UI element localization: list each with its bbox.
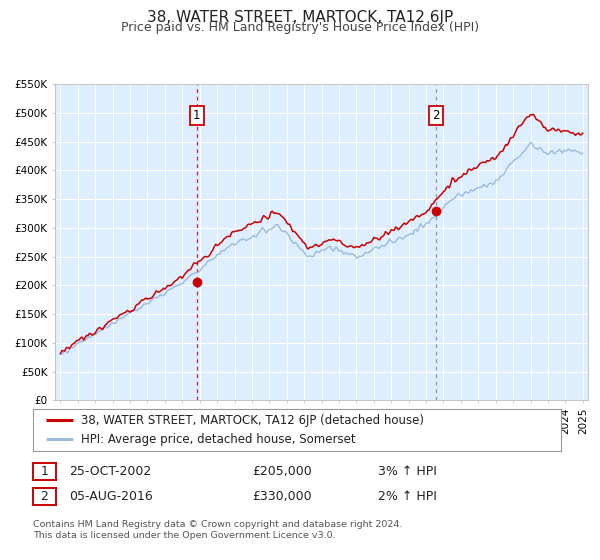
Text: 2: 2 bbox=[433, 109, 440, 122]
Text: 05-AUG-2016: 05-AUG-2016 bbox=[69, 490, 153, 503]
Text: Contains HM Land Registry data © Crown copyright and database right 2024.: Contains HM Land Registry data © Crown c… bbox=[33, 520, 403, 529]
Text: 3% ↑ HPI: 3% ↑ HPI bbox=[378, 465, 437, 478]
Text: Price paid vs. HM Land Registry's House Price Index (HPI): Price paid vs. HM Land Registry's House … bbox=[121, 21, 479, 34]
Text: 25-OCT-2002: 25-OCT-2002 bbox=[69, 465, 151, 478]
Text: £330,000: £330,000 bbox=[252, 490, 311, 503]
Text: 1: 1 bbox=[193, 109, 200, 122]
Text: 1: 1 bbox=[40, 465, 49, 478]
Text: 38, WATER STREET, MARTOCK, TA12 6JP (detached house): 38, WATER STREET, MARTOCK, TA12 6JP (det… bbox=[80, 414, 424, 427]
Text: This data is licensed under the Open Government Licence v3.0.: This data is licensed under the Open Gov… bbox=[33, 531, 335, 540]
Text: 2% ↑ HPI: 2% ↑ HPI bbox=[378, 490, 437, 503]
Text: £205,000: £205,000 bbox=[252, 465, 312, 478]
Text: 2: 2 bbox=[40, 490, 49, 503]
Text: HPI: Average price, detached house, Somerset: HPI: Average price, detached house, Some… bbox=[80, 433, 355, 446]
Text: 38, WATER STREET, MARTOCK, TA12 6JP: 38, WATER STREET, MARTOCK, TA12 6JP bbox=[147, 10, 453, 25]
